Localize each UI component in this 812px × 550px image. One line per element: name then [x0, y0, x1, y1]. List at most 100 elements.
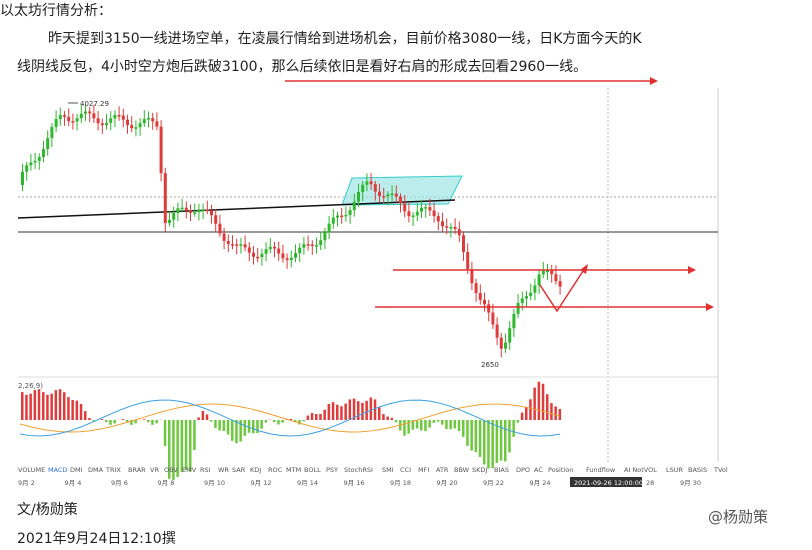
candle	[306, 244, 310, 246]
candle	[357, 192, 360, 202]
histogram-bar	[298, 420, 301, 425]
candle	[184, 207, 188, 211]
candle	[315, 245, 318, 247]
candle	[214, 215, 218, 224]
candle	[453, 226, 457, 230]
date-label: 9月 20	[437, 479, 458, 487]
histogram-bar	[79, 403, 83, 420]
candle	[201, 209, 205, 212]
candle	[466, 252, 470, 270]
candle	[424, 207, 428, 209]
indicator-tab: EMV	[182, 466, 197, 474]
histogram-bar	[483, 420, 486, 465]
histogram-bar	[441, 420, 444, 425]
histogram-bar	[63, 392, 66, 420]
histogram-bar	[365, 400, 368, 420]
signal-line	[19, 403, 561, 433]
candle	[264, 249, 268, 254]
histogram-bar	[466, 420, 469, 446]
candle	[361, 184, 365, 193]
histogram-bar	[247, 420, 251, 433]
candle	[373, 184, 377, 192]
histogram-bar	[239, 420, 242, 442]
indicator-tab: OBV	[164, 466, 178, 474]
candle	[226, 240, 230, 245]
candle	[100, 123, 104, 126]
candle	[21, 171, 24, 185]
trend-line	[17, 199, 456, 219]
candle	[369, 181, 373, 185]
candle	[474, 283, 478, 294]
candle	[113, 115, 117, 119]
candle	[210, 210, 213, 216]
candle	[142, 119, 146, 124]
candle	[243, 244, 247, 248]
date-label: 9月 12	[251, 479, 272, 487]
histogram-bar	[155, 420, 158, 424]
candle	[277, 248, 281, 254]
candle	[67, 116, 71, 122]
histogram-bar	[478, 420, 482, 457]
date-label: 9月 4	[65, 479, 82, 487]
paragraph-line: 昨天提到3150一线进场空单，在凌晨行情给到进场机会，目前价格3080一线，日K…	[48, 31, 642, 47]
indicator-tab: DMA	[88, 466, 104, 474]
candle	[46, 138, 50, 150]
candle	[394, 193, 398, 197]
candle	[134, 127, 138, 129]
indicator-tab: BASIS	[688, 466, 707, 474]
indicator-tab: WR	[218, 466, 229, 474]
candle	[88, 111, 92, 114]
histogram-bar	[407, 420, 410, 434]
histogram-bar	[394, 420, 398, 423]
candle	[319, 240, 323, 246]
histogram-bar	[294, 420, 297, 423]
indicator-tab: PSY	[326, 466, 338, 474]
candle	[336, 215, 339, 218]
histogram-bar	[147, 420, 150, 423]
candle	[189, 210, 192, 213]
projection	[539, 267, 586, 313]
arrowhead	[650, 77, 658, 85]
histogram-bar	[319, 413, 322, 420]
candle	[231, 244, 234, 246]
histogram-bar	[495, 420, 499, 463]
candle	[197, 209, 201, 213]
candle	[58, 115, 62, 120]
candle	[546, 270, 549, 273]
candle	[411, 215, 415, 217]
candle	[256, 256, 260, 259]
date-label: 28	[646, 479, 654, 487]
histogram-bar	[529, 399, 532, 420]
histogram-bar	[336, 404, 339, 420]
candle	[525, 296, 528, 299]
indicator-tab: BOLL	[304, 466, 321, 474]
watermark: @杨勋策	[708, 508, 769, 526]
candle	[495, 324, 499, 338]
indicator-tab: MACD	[48, 466, 67, 474]
candle	[50, 126, 54, 139]
date-label: 9月 22	[483, 479, 504, 487]
histogram-bar	[415, 420, 419, 429]
histogram-bar	[504, 420, 507, 462]
candle	[84, 111, 87, 114]
candle	[415, 211, 419, 216]
histogram-bar	[264, 420, 268, 423]
arrowhead	[688, 266, 696, 274]
indicator-tab: BIAS	[494, 466, 509, 474]
histogram-bar	[92, 420, 95, 421]
candle	[554, 274, 558, 282]
candle	[382, 196, 386, 198]
indicator-tab: RSI	[200, 466, 211, 474]
candle	[252, 252, 255, 257]
candle	[121, 115, 125, 120]
date-label: 9月 24	[530, 479, 551, 487]
histogram-bar	[361, 402, 364, 420]
candle	[365, 181, 369, 185]
histogram-bar	[231, 420, 234, 441]
histogram-bar	[541, 383, 545, 420]
indicator-tab: AI NotVOL	[624, 466, 657, 474]
candle	[348, 210, 352, 215]
candle	[340, 215, 344, 218]
histogram-bar	[189, 420, 192, 472]
date-label: 9月 2	[18, 479, 35, 487]
